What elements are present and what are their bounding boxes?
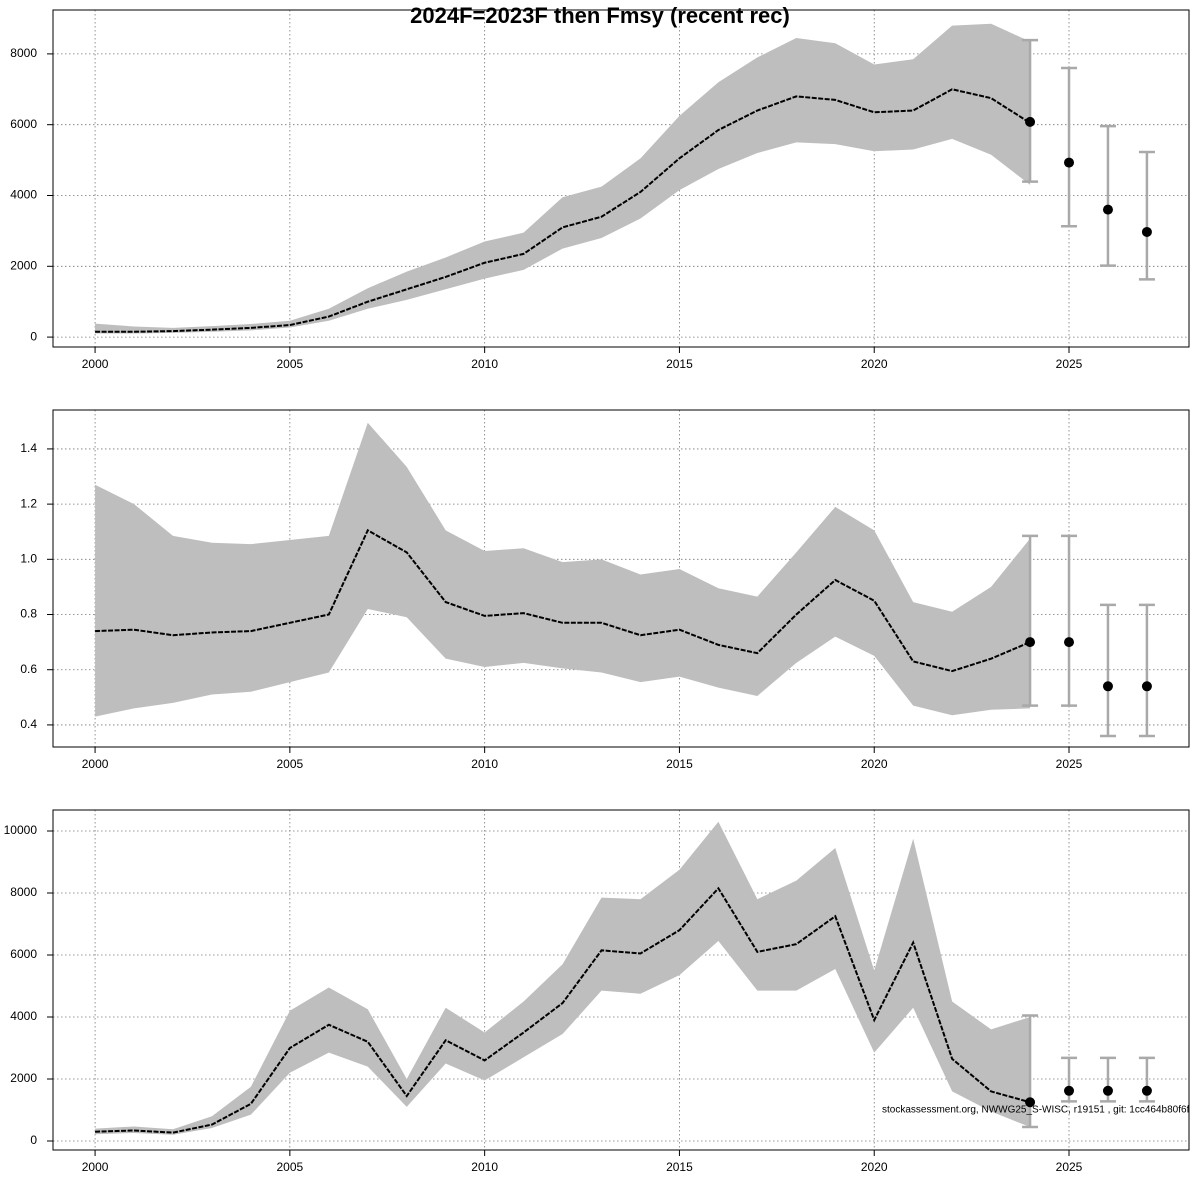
error-bar <box>1138 603 1155 738</box>
x-tick-label: 2025 <box>1056 357 1083 371</box>
estimate-line <box>95 886 1031 1134</box>
error-bar <box>1138 150 1155 281</box>
panel: 2000 2005 2010 2015 2020 2025 0.4 0.6 0.8 1.0 1.2 1… <box>20 409 1190 771</box>
y-tick-label: 8000 <box>10 46 37 60</box>
confidence-band <box>95 23 1031 334</box>
y-tick-label: 1.2 <box>20 496 37 510</box>
panel: 2000 2005 2010 2015 2020 2025 0 2000 4000 6000 800… <box>4 809 1190 1174</box>
y-tick-label: 6000 <box>10 117 37 131</box>
forecast-point <box>1025 1097 1036 1108</box>
x-tick-label: 2020 <box>861 757 888 771</box>
error-bar <box>1061 66 1078 228</box>
error-bar <box>1022 1014 1039 1129</box>
x-tick-label: 2010 <box>471 757 498 771</box>
error-bar <box>1061 534 1078 707</box>
error-bar <box>1099 124 1116 267</box>
y-tick-label: 2000 <box>10 258 37 272</box>
y-tick-label: 0 <box>30 329 37 343</box>
x-tick-label: 2010 <box>471 1160 498 1174</box>
y-tick-label: 0 <box>30 1133 37 1147</box>
forecast-point <box>1141 1085 1152 1096</box>
y-tick-label: 6000 <box>10 947 37 961</box>
x-tick-label: 2000 <box>82 757 109 771</box>
forecast-point <box>1102 204 1113 215</box>
error-bar <box>1022 534 1039 707</box>
x-tick-label: 2015 <box>666 1160 693 1174</box>
plot-frame <box>52 809 1190 1151</box>
forecast-point <box>1025 637 1036 648</box>
x-tick-label: 2015 <box>666 357 693 371</box>
error-bar <box>1022 38 1039 183</box>
y-tick-label: 0.4 <box>20 717 37 731</box>
panel: 2000 2005 2010 2015 2020 2025 0 2000 4000 6000 800… <box>10 9 1190 371</box>
x-tick-label: 2025 <box>1056 1160 1083 1174</box>
error-bar <box>1099 603 1116 738</box>
forecast-point <box>1025 116 1036 127</box>
x-tick-label: 2005 <box>277 357 304 371</box>
forecast-point <box>1102 1085 1113 1096</box>
forecast-point <box>1141 681 1152 692</box>
annotation: stockassessment.org, NWWG25_S-WISC, r191… <box>882 1105 1190 1116</box>
x-tick-label: 2000 <box>82 1160 109 1174</box>
chart-title: 2024F=2023F then Fmsy (recent rec) <box>410 3 790 28</box>
plot-frame <box>52 9 1190 348</box>
y-tick-label: 2000 <box>10 1071 37 1085</box>
x-tick-label: 2010 <box>471 357 498 371</box>
forecast-point <box>1141 226 1152 237</box>
confidence-band <box>95 821 1031 1135</box>
x-tick-label: 2015 <box>666 757 693 771</box>
plot-frame <box>52 409 1190 748</box>
estimate-line <box>95 528 1031 673</box>
y-tick-label: 10000 <box>4 823 38 837</box>
y-tick-label: 1.4 <box>20 441 37 455</box>
x-tick-label: 2020 <box>861 1160 888 1174</box>
forecast-point <box>1102 681 1113 692</box>
x-tick-label: 2025 <box>1056 757 1083 771</box>
confidence-band <box>95 422 1031 717</box>
y-tick-label: 0.6 <box>20 662 37 676</box>
x-tick-label: 2005 <box>277 757 304 771</box>
y-tick-label: 4000 <box>10 188 37 202</box>
forecast-point <box>1064 637 1075 648</box>
forecast-point <box>1064 1085 1075 1096</box>
y-tick-label: 0.8 <box>20 607 37 621</box>
y-tick-label: 4000 <box>10 1009 37 1023</box>
y-tick-label: 1.0 <box>20 551 37 565</box>
forecast-point <box>1064 157 1075 168</box>
x-tick-label: 2000 <box>82 357 109 371</box>
x-tick-label: 2005 <box>277 1160 304 1174</box>
x-tick-label: 2020 <box>861 357 888 371</box>
y-tick-label: 8000 <box>10 885 37 899</box>
